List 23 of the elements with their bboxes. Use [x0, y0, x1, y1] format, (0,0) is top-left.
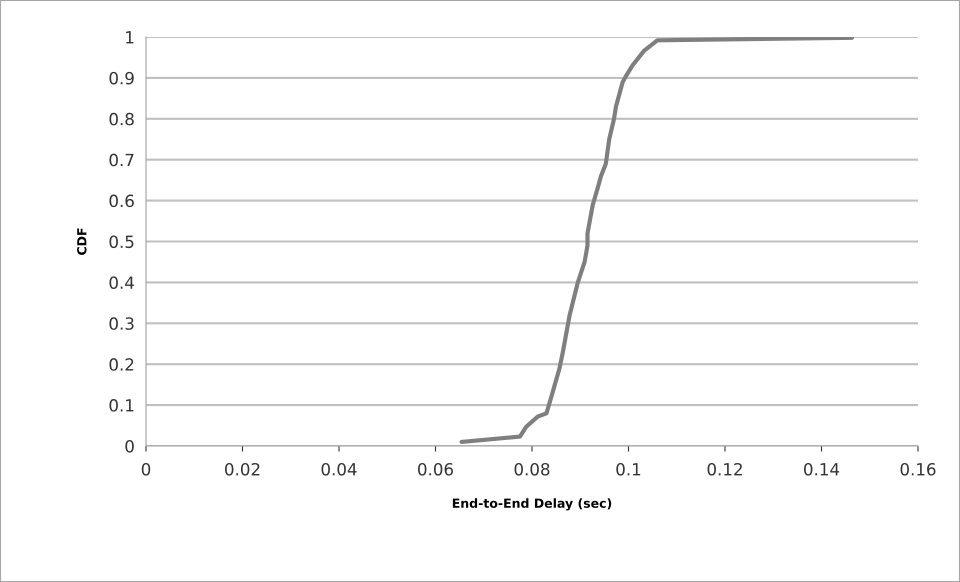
- x-tick-label: 0.16: [900, 462, 936, 476]
- x-axis-title: End-to-End Delay (sec): [452, 498, 612, 510]
- y-tick-label: 0.4: [109, 276, 134, 289]
- y-tick-label: 0.7: [109, 154, 134, 166]
- y-tick-label: 0.1: [109, 399, 134, 412]
- y-tick-label: 0.2: [109, 358, 134, 371]
- y-tick-label: 0.8: [109, 112, 134, 126]
- y-tick-label: 0.5: [109, 235, 134, 248]
- y-tick-label: 0.3: [109, 317, 134, 330]
- y-axis-title: CDF: [77, 228, 87, 255]
- x-tick-label: 0.14: [804, 462, 840, 476]
- x-tick-label: 0.08: [514, 462, 550, 476]
- y-tick-label: 0: [125, 440, 134, 453]
- x-tick-label: 0.06: [418, 462, 454, 476]
- line-series: [459, 37, 854, 444]
- x-tick-label: 0.04: [322, 462, 357, 476]
- y-tick-label: 0.9: [109, 72, 134, 84]
- y-tick-label: 1: [126, 31, 134, 44]
- x-tick-label: 0.1: [616, 462, 640, 476]
- y-tick-label: 0.6: [109, 194, 134, 208]
- x-tick-label: 0: [142, 462, 150, 476]
- x-tick-label: 0.02: [225, 462, 260, 476]
- x-tick-label: 0.12: [708, 462, 742, 476]
